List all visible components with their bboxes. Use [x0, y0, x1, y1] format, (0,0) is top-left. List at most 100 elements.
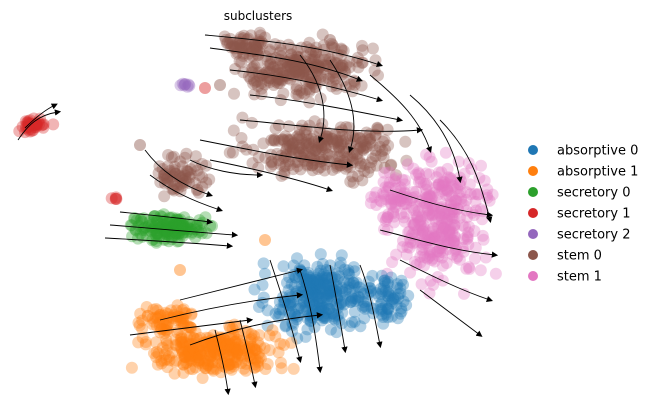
scatter-point	[308, 152, 321, 165]
scatter-point	[294, 299, 307, 311]
scatter-point	[146, 223, 159, 236]
scatter-point	[30, 119, 43, 132]
scatter-point	[423, 190, 436, 203]
scatter-point	[425, 190, 438, 203]
scatter-point	[440, 183, 453, 196]
scatter-point	[192, 356, 205, 369]
scatter-point	[183, 79, 196, 92]
scatter-point	[161, 319, 173, 332]
scatter-point	[375, 269, 388, 282]
scatter-point	[144, 221, 157, 233]
scatter-point	[170, 179, 183, 192]
scatter-point	[441, 213, 454, 226]
scatter-point	[379, 181, 392, 194]
scatter-point	[420, 191, 433, 204]
scatter-point	[331, 291, 344, 304]
scatter-point	[255, 35, 268, 48]
scatter-point	[161, 361, 174, 374]
scatter-point	[271, 74, 283, 87]
scatter-point	[289, 65, 301, 78]
scatter-point	[319, 288, 332, 301]
scatter-point	[338, 263, 351, 276]
scatter-point	[184, 362, 196, 375]
legend-marker	[528, 166, 538, 176]
scatter-point	[181, 218, 194, 231]
scatter-point	[162, 217, 175, 230]
scatter-point	[415, 220, 428, 233]
scatter-point	[176, 332, 189, 345]
scatter-point	[290, 83, 303, 96]
scatter-point	[432, 250, 445, 262]
scatter-point	[418, 234, 431, 247]
scatter-point	[327, 312, 340, 325]
scatter-point	[425, 197, 438, 210]
scatter-point	[402, 289, 415, 302]
scatter-point	[233, 36, 246, 49]
scatter-point	[321, 126, 334, 139]
scatter-point	[180, 175, 193, 188]
scatter-point	[275, 362, 288, 375]
scatter-point	[344, 296, 357, 309]
scatter-point	[407, 237, 420, 250]
scatter-point	[328, 42, 341, 55]
scatter-point	[425, 232, 438, 245]
scatter-point	[245, 332, 258, 345]
scatter-point	[306, 295, 319, 308]
scatter-point	[248, 342, 261, 355]
scatter-point	[405, 229, 418, 242]
scatter-point	[316, 258, 329, 270]
scatter-point	[360, 140, 373, 153]
scatter-point	[428, 202, 441, 215]
scatter-point	[132, 316, 145, 329]
scatter-point	[277, 133, 290, 146]
scatter-point	[179, 151, 191, 164]
velocity-streamlines	[17, 34, 499, 396]
scatter-point	[304, 47, 317, 60]
scatter-point	[409, 255, 421, 268]
scatter-point	[323, 53, 336, 65]
scatter-point	[271, 71, 284, 84]
scatter-point	[174, 178, 187, 190]
scatter-point	[441, 162, 454, 175]
scatter-point	[224, 332, 236, 345]
scatter-point	[292, 309, 305, 322]
scatter-point	[427, 207, 440, 220]
scatter-point	[336, 59, 349, 72]
scatter-point	[317, 39, 330, 52]
scatter-point	[445, 218, 458, 231]
scatter-point	[346, 292, 359, 305]
scatter-point	[184, 349, 197, 362]
scatter-point	[314, 161, 327, 174]
scatter-point	[174, 219, 187, 232]
scatter-point	[378, 134, 391, 147]
scatter-point	[146, 234, 159, 247]
scatter-point	[224, 32, 237, 45]
scatter-point	[309, 286, 322, 299]
scatter-point	[435, 180, 448, 193]
scatter-point	[439, 146, 452, 159]
scatter-point	[389, 172, 402, 185]
scatter-point	[193, 214, 206, 227]
scatter-point	[287, 136, 300, 149]
scatter-point	[395, 274, 408, 287]
scatter-point	[196, 216, 209, 229]
scatter-point	[258, 342, 271, 355]
scatter-point	[265, 156, 278, 169]
scatter-point	[463, 262, 476, 275]
scatter-point	[448, 203, 460, 216]
scatter-point	[304, 149, 317, 162]
scatter-point	[178, 307, 191, 319]
scatter-point	[150, 214, 163, 227]
scatter-point	[378, 166, 391, 179]
scatter-point	[384, 159, 397, 172]
scatter-point	[441, 234, 454, 247]
scatter-point	[195, 348, 208, 361]
scatter-point	[397, 295, 410, 308]
scatter-point	[177, 226, 190, 239]
scatter-point	[170, 218, 183, 231]
scatter-point	[380, 306, 393, 319]
scatter-point	[343, 277, 356, 290]
scatter-point	[159, 227, 172, 240]
scatter-point	[278, 160, 291, 173]
scatter-point	[329, 56, 342, 69]
